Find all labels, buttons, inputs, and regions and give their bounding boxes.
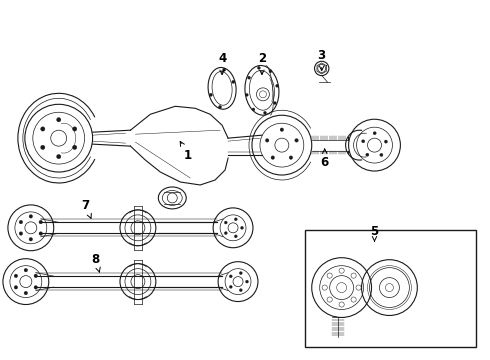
Circle shape [234,235,237,238]
Circle shape [295,139,298,142]
Circle shape [234,218,237,221]
Circle shape [19,220,23,224]
Circle shape [245,280,248,283]
Circle shape [229,275,232,278]
Circle shape [239,289,242,292]
Circle shape [219,105,221,109]
Circle shape [239,271,242,275]
Circle shape [241,226,244,229]
Bar [305,230,476,347]
Circle shape [34,274,38,278]
Circle shape [257,66,260,69]
Circle shape [366,153,369,156]
Text: 8: 8 [92,253,100,272]
Circle shape [24,268,27,272]
Circle shape [19,232,23,235]
Circle shape [229,285,232,288]
Text: 3: 3 [318,49,326,71]
Circle shape [29,238,33,241]
Circle shape [24,291,27,295]
Circle shape [34,285,38,289]
Circle shape [73,127,77,131]
Circle shape [289,156,293,159]
Circle shape [209,93,213,96]
Circle shape [41,127,45,131]
Text: 6: 6 [320,149,329,168]
Circle shape [41,145,45,149]
Text: 4: 4 [218,52,226,75]
Circle shape [252,108,255,111]
Text: 7: 7 [81,199,91,219]
Text: 2: 2 [258,52,266,75]
Circle shape [14,274,18,278]
Circle shape [56,154,61,159]
Circle shape [373,132,376,135]
Circle shape [39,220,43,224]
Circle shape [275,84,278,87]
Circle shape [384,140,388,143]
Text: 5: 5 [370,225,379,238]
Circle shape [14,285,18,289]
Circle shape [266,139,269,142]
Circle shape [380,153,383,157]
Circle shape [247,76,250,79]
Circle shape [264,111,267,114]
Circle shape [56,118,61,122]
Circle shape [224,221,227,224]
Circle shape [222,68,226,71]
Circle shape [245,93,248,96]
Circle shape [39,232,43,235]
Text: 1: 1 [180,141,192,162]
Circle shape [271,156,274,159]
Circle shape [269,70,272,73]
Circle shape [232,80,235,84]
Circle shape [362,140,365,143]
Circle shape [73,145,77,149]
Circle shape [273,102,276,104]
Circle shape [224,231,227,235]
Circle shape [280,128,284,131]
Circle shape [29,215,33,218]
